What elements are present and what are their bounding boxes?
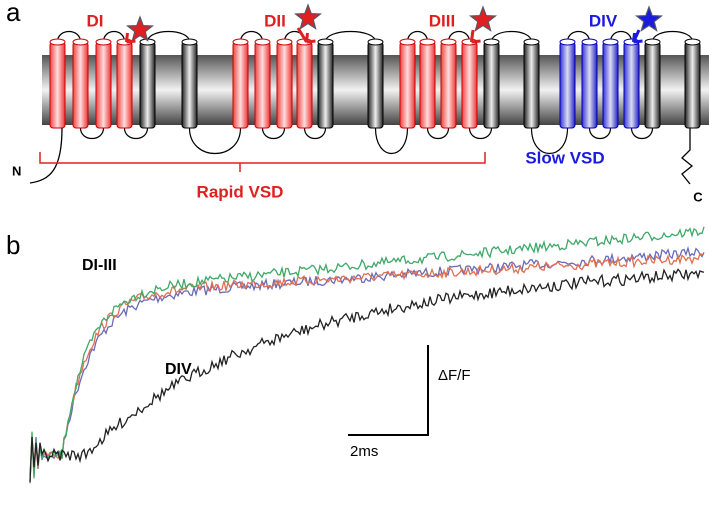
helix — [72, 41, 89, 129]
domain-label: DI — [87, 11, 104, 30]
helix — [440, 41, 457, 129]
loop — [56, 30, 694, 155]
helix-top — [181, 38, 198, 46]
helix — [684, 41, 701, 129]
helix — [181, 41, 198, 129]
star — [293, 3, 323, 30]
helix — [95, 41, 112, 129]
helix-top — [317, 38, 334, 46]
helix — [116, 41, 133, 129]
trace-label: DIV — [165, 361, 192, 378]
helix — [523, 41, 540, 129]
segments — [49, 3, 701, 155]
n-tail — [29, 127, 63, 184]
helix-top — [440, 38, 457, 46]
helix — [419, 41, 436, 129]
scale-y-label: ΔF/F — [438, 367, 471, 384]
panel-label: b — [6, 230, 20, 260]
star — [125, 15, 155, 42]
helix-top — [72, 38, 89, 46]
helix — [367, 41, 384, 129]
helix-top — [644, 38, 661, 46]
slow-vsd-label: Slow VSD — [525, 148, 604, 167]
helix — [461, 41, 478, 129]
helix-top — [523, 38, 540, 46]
star — [634, 5, 664, 32]
helix-top — [367, 38, 384, 46]
helix-top — [581, 38, 598, 46]
arrow — [296, 27, 316, 44]
helix — [232, 41, 249, 129]
helix — [139, 41, 156, 129]
c-terminus: C — [693, 189, 703, 204]
helix-top — [602, 38, 619, 46]
helix — [317, 41, 334, 129]
star — [468, 5, 498, 32]
helix-top — [232, 38, 249, 46]
domain-label: DIII — [429, 11, 455, 30]
helix-top — [419, 38, 436, 46]
helix-top — [483, 38, 500, 46]
trace — [29, 268, 705, 483]
arrow — [470, 29, 481, 44]
helix — [559, 41, 576, 129]
helix — [644, 41, 661, 129]
helix — [623, 41, 640, 129]
helix-top — [684, 38, 701, 46]
traces — [29, 226, 705, 484]
helix — [276, 41, 293, 129]
helix — [483, 41, 500, 129]
c-tail — [681, 128, 694, 185]
arrow — [125, 32, 136, 44]
helix — [602, 41, 619, 129]
helix — [581, 41, 598, 129]
domain-label: DII — [264, 11, 286, 30]
n-terminus: N — [12, 163, 21, 178]
helix — [49, 41, 66, 129]
trace — [29, 245, 705, 476]
helix-top — [95, 38, 112, 46]
helix-top — [254, 38, 271, 46]
helix-top — [559, 38, 576, 46]
trace-label: DI-III — [82, 257, 117, 274]
rapid-bracket — [39, 152, 486, 172]
helix — [399, 41, 416, 129]
domain-label: DIV — [589, 11, 618, 30]
helix — [254, 41, 271, 129]
rapid-vsd-label: Rapid VSD — [197, 182, 284, 201]
helix — [296, 41, 313, 129]
helix-top — [49, 38, 66, 46]
scale-bar — [348, 345, 429, 436]
scale-x-label: 2ms — [350, 443, 378, 460]
helix-top — [276, 38, 293, 46]
trace — [29, 252, 704, 481]
panel-label: a — [6, 0, 21, 27]
trace — [29, 226, 705, 484]
arrow — [632, 29, 643, 44]
helix-top — [399, 38, 416, 46]
